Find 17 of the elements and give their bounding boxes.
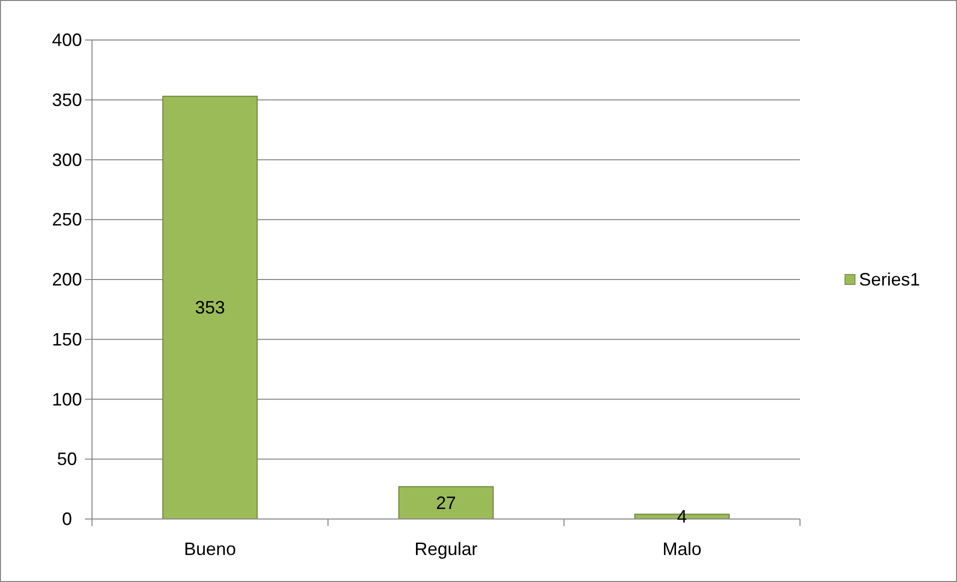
bar [162, 96, 258, 520]
y-tick-label: 250 [52, 210, 82, 230]
data-label: 27 [436, 492, 456, 513]
y-tick-label: 50 [56, 449, 78, 470]
x-tick-label: Malo [662, 539, 702, 559]
y-tick-label: 400 [52, 30, 82, 50]
y-tick-label: 100 [52, 389, 82, 410]
y-tick-label: 0 [62, 509, 72, 529]
bar [398, 486, 494, 520]
y-tick-label: 150 [52, 329, 82, 350]
x-tick-label: Regular [414, 539, 478, 559]
y-tick-label: 200 [52, 270, 82, 290]
x-tick-label: Bueno [184, 539, 236, 559]
y-tick-label: 300 [52, 150, 82, 170]
data-label: 353 [194, 298, 226, 318]
y-tick-label: 350 [52, 90, 82, 110]
legend-label: Series1 [859, 270, 920, 290]
